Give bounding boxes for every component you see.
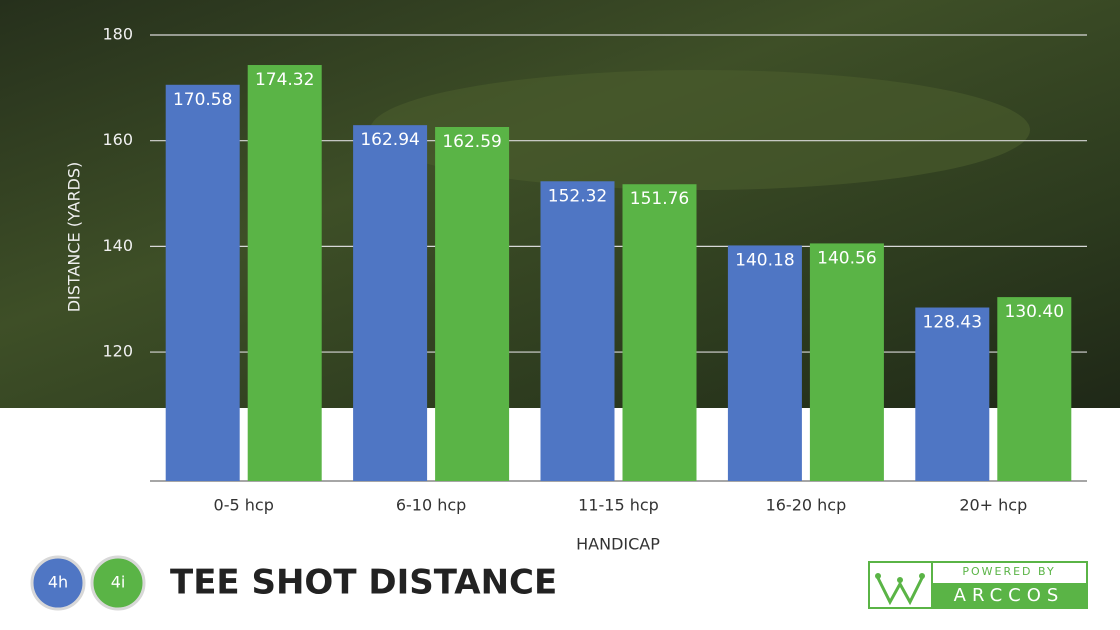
value-label: 140.18 <box>735 250 794 270</box>
bar <box>622 184 697 481</box>
x-axis-label: HANDICAP <box>576 535 660 554</box>
logo-band <box>932 583 1087 608</box>
legend-label: 4i <box>111 573 126 592</box>
value-label: 140.56 <box>817 248 876 268</box>
bar <box>435 127 510 482</box>
logo-crown <box>876 577 924 606</box>
value-label: 130.40 <box>1005 302 1064 322</box>
value-label: 162.94 <box>360 130 419 150</box>
legend-label: 4h <box>48 573 68 592</box>
y-tick-label: 120 <box>102 342 133 361</box>
x-tick-label: 20+ hcp <box>959 496 1027 515</box>
bar <box>247 65 322 481</box>
y-tick-label: 160 <box>102 130 133 149</box>
bar <box>353 125 428 481</box>
bar <box>727 245 802 481</box>
bar <box>997 297 1072 481</box>
value-label: 170.58 <box>173 90 232 110</box>
logo: POWERED BY ARCCOS <box>868 561 1088 609</box>
green-area <box>370 70 1030 190</box>
logo-tagline: POWERED BY <box>962 565 1055 578</box>
logo-brand: ARCCOS <box>954 585 1065 606</box>
legend-swatch <box>90 555 146 611</box>
bar <box>915 307 990 481</box>
x-tick-label: 11-15 hcp <box>578 496 659 515</box>
x-tick-label: 6-10 hcp <box>396 496 467 515</box>
y-axis-label: DISTANCE (YARDS) <box>65 162 84 313</box>
legend-swatch <box>30 555 86 611</box>
chart-title: TEE SHOT DISTANCE <box>170 563 557 603</box>
bar <box>540 181 615 481</box>
value-label: 162.59 <box>442 132 501 152</box>
logo-dot <box>897 577 903 583</box>
value-label: 128.43 <box>923 313 982 333</box>
logo-dot <box>875 573 881 579</box>
bar <box>809 243 884 481</box>
value-label: 174.32 <box>255 70 314 90</box>
y-tick-label: 140 <box>102 236 133 255</box>
x-tick-label: 16-20 hcp <box>766 496 847 515</box>
logo-dot <box>919 573 925 579</box>
y-tick-label: 180 <box>102 25 133 44</box>
value-label: 152.32 <box>548 186 607 206</box>
bar <box>165 84 240 481</box>
x-tick-label: 0-5 hcp <box>214 496 274 515</box>
value-label: 151.76 <box>630 189 689 209</box>
